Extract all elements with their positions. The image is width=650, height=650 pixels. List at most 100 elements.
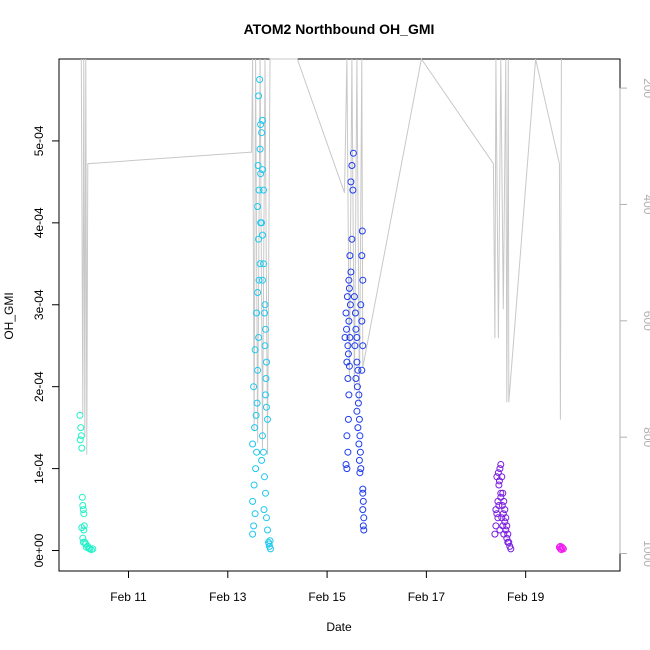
data-point [346,301,354,309]
data-point [344,415,352,423]
data-point [359,276,367,284]
data-point [262,489,269,497]
data-point [504,538,512,546]
data-point [260,448,267,456]
data-point [355,440,363,448]
data-point [253,448,261,456]
data-point [259,276,266,284]
data-point [492,522,500,530]
data-point [344,448,352,456]
data-point [256,260,264,268]
data-point [347,268,355,276]
data-point [258,129,266,137]
data-point [256,76,264,83]
data-point [342,461,350,468]
data-point [255,334,263,341]
data-point [344,350,352,358]
data-point [343,432,351,440]
data-point [249,440,257,448]
data-point [351,342,359,350]
data-point [253,399,261,407]
data-point [260,506,268,514]
data-point [499,489,507,497]
data-point [345,284,353,292]
data-point [258,456,266,464]
data-point [353,358,361,366]
data-point [359,485,367,493]
data-point [504,530,512,538]
data-point [264,415,271,423]
data-point [79,502,87,509]
data-point [358,317,366,325]
data-point [261,301,269,309]
data-point [249,497,257,505]
data-point [261,309,268,317]
data-point [507,545,515,553]
data-point [263,403,270,411]
data-point [261,473,268,481]
data-point [352,375,360,382]
y-tick-label: 3e-04 [32,289,46,320]
data-point [358,366,366,374]
data-point [348,235,356,243]
data-point [254,203,262,210]
data-point [351,309,359,317]
data-point [78,493,86,501]
y2-tick-label: 400 [641,194,650,214]
data-point [254,289,262,296]
data-point [251,346,259,354]
data-point [265,540,273,548]
data-point [346,334,354,341]
y-axis: 0e+00 1e-04 2e-04 3e-04 4e-04 5e-04 [32,125,60,567]
scatter-points [76,76,567,554]
data-point [254,162,262,169]
data-point [255,92,263,100]
data-point [257,170,265,178]
data-point [78,524,86,532]
data-point [353,383,361,391]
data-point [260,260,267,268]
data-point [359,522,367,530]
data-point [77,432,85,440]
x-tick-label: Feb 13 [209,590,247,604]
data-point [503,522,511,530]
pressure-line [80,57,562,455]
x-tick-label: Feb 17 [408,590,446,604]
data-point [79,538,87,546]
data-point [343,293,351,301]
data-point [79,534,87,542]
y2-tick-label: 600 [641,311,650,331]
y-tick-label: 2e-04 [32,371,46,402]
x-tick-label: Feb 15 [308,590,346,604]
data-point [250,522,258,530]
data-point [347,178,355,186]
data-point [349,149,357,157]
data-point [495,477,503,485]
data-point [503,534,511,542]
data-point [254,366,262,374]
data-point [76,436,84,444]
data-point [359,489,367,497]
data-point [78,444,86,452]
data-point [352,325,360,333]
data-point [498,502,506,509]
data-point [353,334,361,341]
data-point [558,543,566,551]
x-tick-label: Feb 19 [507,590,545,604]
data-point [345,317,353,325]
data-point [356,432,364,440]
data-point [354,366,362,374]
data-point [502,526,510,534]
x-axis: Feb 11 Feb 13 Feb 15 Feb 17 Feb 19 [110,570,545,604]
data-point [255,235,263,243]
data-point [264,526,271,534]
data-point [80,510,88,518]
y-tick-label: 1e-04 [32,453,46,484]
data-point [341,334,349,341]
data-point [359,506,367,514]
data-point [499,510,507,518]
y2-tick-label: 200 [641,78,650,98]
data-point [343,358,351,366]
data-point [354,399,362,407]
data-point [344,342,352,350]
